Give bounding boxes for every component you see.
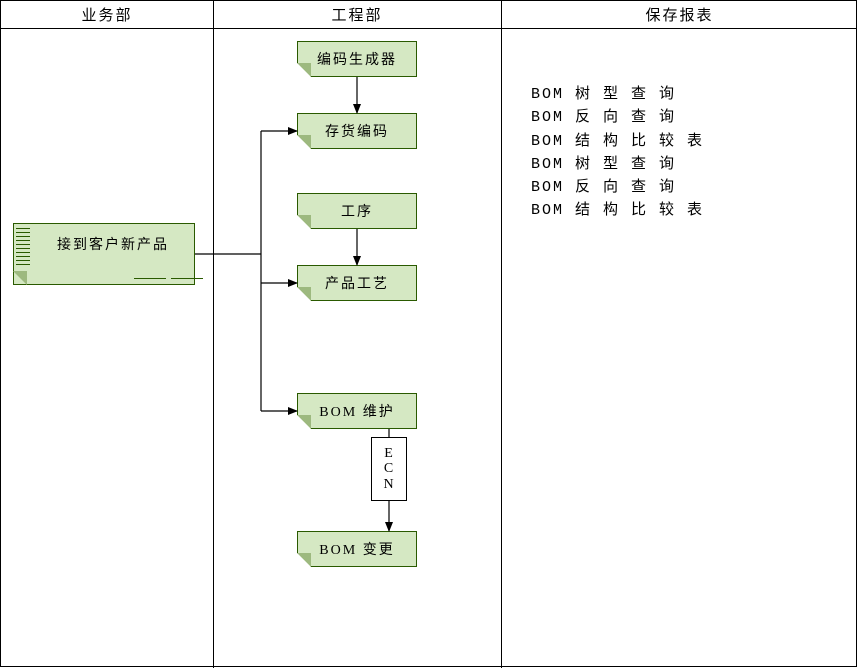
report-item: BOM 结 构 比 较 表 bbox=[531, 199, 704, 222]
node-bom-maintain: BOM 维护 bbox=[297, 393, 417, 429]
node-bomchg-label: BOM 变更 bbox=[319, 539, 394, 559]
fold-corner-icon bbox=[297, 553, 311, 567]
node-start-label: 接到客户新产品 bbox=[39, 234, 169, 254]
start-underline-2 bbox=[171, 278, 203, 279]
ecn-e: E bbox=[384, 446, 394, 461]
fold-corner-icon bbox=[297, 215, 311, 229]
node-process: 工序 bbox=[297, 193, 417, 229]
report-item: BOM 树 型 查 询 bbox=[531, 153, 704, 176]
fold-corner-icon bbox=[297, 63, 311, 77]
node-bommaint-label: BOM 维护 bbox=[319, 401, 394, 421]
node-bom-change: BOM 变更 bbox=[297, 531, 417, 567]
node-ecn: E C N bbox=[371, 437, 407, 501]
col-divider-1 bbox=[213, 1, 214, 668]
report-item: BOM 结 构 比 较 表 bbox=[531, 130, 704, 153]
node-invcode-label: 存货编码 bbox=[325, 121, 389, 141]
connectors bbox=[1, 1, 857, 668]
start-underline-1 bbox=[134, 278, 166, 279]
node-prodtech-label: 产品工艺 bbox=[325, 273, 389, 293]
node-encoder: 编码生成器 bbox=[297, 41, 417, 77]
node-start: 接到客户新产品 bbox=[13, 223, 195, 285]
node-product-tech: 产品工艺 bbox=[297, 265, 417, 301]
report-item: BOM 树 型 查 询 bbox=[531, 83, 704, 106]
col3-label: 保存报表 bbox=[645, 4, 713, 25]
col-header-3: 保存报表 bbox=[501, 1, 857, 29]
ecn-n: N bbox=[383, 477, 394, 492]
node-process-label: 工序 bbox=[341, 201, 373, 221]
spiral-binding-icon bbox=[16, 228, 30, 266]
fold-corner-icon bbox=[13, 271, 27, 285]
swimlane-diagram: 业务部 工程部 保存报表 接到客户新产品 编码生成器 存货编码 工序 产品工艺 … bbox=[0, 0, 857, 667]
report-list: BOM 树 型 查 询 BOM 反 向 查 询 BOM 结 构 比 较 表 BO… bbox=[531, 83, 704, 223]
col1-label: 业务部 bbox=[81, 4, 132, 25]
node-inventory-code: 存货编码 bbox=[297, 113, 417, 149]
fold-corner-icon bbox=[297, 415, 311, 429]
fold-corner-icon bbox=[297, 135, 311, 149]
fold-corner-icon bbox=[297, 287, 311, 301]
col-divider-2 bbox=[501, 1, 502, 668]
ecn-c: C bbox=[384, 461, 394, 476]
node-encoder-label: 编码生成器 bbox=[317, 49, 397, 69]
report-item: BOM 反 向 查 询 bbox=[531, 176, 704, 199]
col2-label: 工程部 bbox=[331, 4, 382, 25]
col-header-1: 业务部 bbox=[1, 1, 213, 29]
report-item: BOM 反 向 查 询 bbox=[531, 106, 704, 129]
col-header-2: 工程部 bbox=[213, 1, 501, 29]
